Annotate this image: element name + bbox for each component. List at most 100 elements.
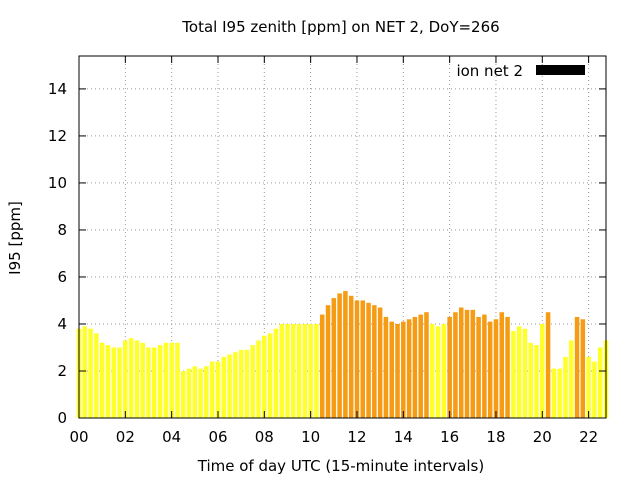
- bar: [487, 321, 493, 418]
- bar: [198, 368, 203, 418]
- bar: [597, 347, 603, 418]
- x-tick-label: 12: [347, 428, 366, 446]
- bar: [296, 323, 302, 418]
- bar: [499, 312, 505, 418]
- bar: [383, 316, 389, 418]
- bar: [557, 368, 562, 418]
- bar: [215, 361, 221, 418]
- bar: [192, 366, 198, 418]
- bar: [285, 323, 290, 418]
- bar: [267, 333, 273, 418]
- bar: [128, 338, 134, 418]
- y-tick-label: 6: [57, 268, 67, 286]
- bar: [574, 316, 580, 418]
- grid-lines: [79, 56, 606, 418]
- bar: [401, 321, 406, 418]
- bar: [418, 314, 423, 418]
- bar: [314, 323, 319, 418]
- bar: [354, 300, 360, 418]
- bar: [447, 316, 452, 418]
- bar: [180, 370, 186, 418]
- bar: [99, 342, 105, 418]
- bar: [534, 345, 539, 418]
- bar: [308, 323, 313, 418]
- y-tick-label: 2: [57, 362, 67, 380]
- bar: [279, 323, 284, 418]
- y-axis-label: I95 [ppm]: [6, 201, 24, 275]
- x-tick-label: 22: [579, 428, 598, 446]
- bar: [302, 323, 308, 418]
- bar: [424, 312, 429, 418]
- bar: [568, 340, 574, 418]
- bar: [233, 352, 238, 418]
- bar: [244, 349, 250, 418]
- bar: [482, 314, 487, 418]
- bar: [545, 312, 551, 418]
- bar: [82, 326, 88, 418]
- bar: [528, 342, 533, 418]
- bar: [366, 302, 371, 418]
- x-tick-label: 16: [440, 428, 459, 446]
- bars: [76, 291, 609, 418]
- bar: [204, 366, 209, 418]
- legend-swatch: [536, 65, 585, 75]
- bar: [476, 316, 481, 418]
- bar: [551, 368, 557, 418]
- x-tick-label: 18: [486, 428, 505, 446]
- bar: [372, 305, 377, 418]
- bar: [319, 314, 325, 418]
- x-tick-label: 02: [116, 428, 135, 446]
- bar: [377, 307, 383, 418]
- bar: [435, 326, 441, 418]
- x-axis-label: Time of day UTC (15-minute intervals): [197, 457, 484, 475]
- x-tick-label: 06: [208, 428, 227, 446]
- bar: [360, 300, 366, 418]
- legend-label: ion net 2: [456, 62, 523, 80]
- x-tick-label: 10: [301, 428, 320, 446]
- y-tick-label: 12: [48, 127, 67, 145]
- bar: [337, 293, 342, 418]
- x-tick-label: 20: [533, 428, 552, 446]
- bar: [256, 340, 261, 418]
- y-tick-label: 4: [57, 315, 67, 333]
- bar: [470, 309, 476, 418]
- bar: [105, 345, 111, 418]
- bar: [522, 328, 528, 418]
- bar: [186, 368, 192, 418]
- bar: [441, 323, 447, 418]
- bar: [209, 361, 215, 418]
- bar: [563, 356, 568, 418]
- bar: [592, 361, 597, 418]
- chart-title: Total I95 zenith [ppm] on NET 2, DoY=266: [181, 18, 499, 36]
- y-tick-label: 0: [57, 409, 67, 427]
- bar: [516, 326, 522, 418]
- bar: [389, 321, 394, 418]
- bar: [412, 316, 418, 418]
- bar: [273, 328, 279, 418]
- x-tick-label: 04: [162, 428, 181, 446]
- bar: [157, 345, 163, 418]
- bar: [111, 347, 117, 418]
- bar: [395, 323, 400, 418]
- y-tick-label: 14: [48, 80, 67, 98]
- bar: [505, 316, 510, 418]
- x-tick-label: 08: [255, 428, 274, 446]
- bar: [458, 307, 464, 418]
- bar: [175, 342, 180, 418]
- bar: [331, 298, 337, 418]
- bar: [169, 342, 174, 418]
- bar: [117, 347, 122, 418]
- bar: [221, 356, 227, 418]
- y-tick-label: 10: [48, 174, 67, 192]
- bar: [343, 291, 348, 418]
- bar: [586, 356, 591, 418]
- bar: [430, 323, 435, 418]
- plot-frame: [78, 55, 607, 419]
- bar: [163, 342, 169, 418]
- bar: [348, 295, 354, 418]
- bar: [146, 347, 151, 418]
- x-tick-label: 14: [394, 428, 413, 446]
- bar: [511, 331, 516, 418]
- bar: [94, 333, 99, 418]
